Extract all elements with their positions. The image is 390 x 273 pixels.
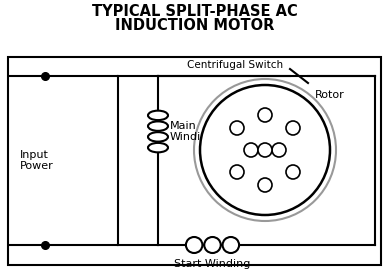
Circle shape (230, 121, 244, 135)
Circle shape (194, 79, 336, 221)
Text: Input
Power: Input Power (20, 150, 54, 171)
Circle shape (286, 165, 300, 179)
Text: Start Winding: Start Winding (174, 259, 251, 269)
Ellipse shape (148, 121, 168, 131)
Bar (8, 57, 381, 265)
Text: Rotor: Rotor (315, 90, 345, 100)
Text: Main
Winding: Main Winding (170, 121, 216, 142)
Circle shape (272, 143, 286, 157)
Circle shape (258, 178, 272, 192)
Circle shape (286, 121, 300, 135)
Circle shape (258, 108, 272, 122)
Ellipse shape (223, 237, 239, 253)
Text: INDUCTION MOTOR: INDUCTION MOTOR (115, 19, 275, 34)
Circle shape (244, 143, 258, 157)
Ellipse shape (204, 237, 221, 253)
Circle shape (230, 165, 244, 179)
Ellipse shape (186, 237, 202, 253)
Ellipse shape (148, 143, 168, 152)
Circle shape (200, 85, 330, 215)
Text: TYPICAL SPLIT-PHASE AC: TYPICAL SPLIT-PHASE AC (92, 4, 298, 19)
Text: Centrifugal Switch: Centrifugal Switch (187, 60, 283, 70)
Ellipse shape (148, 132, 168, 142)
Ellipse shape (148, 111, 168, 120)
Circle shape (258, 143, 272, 157)
